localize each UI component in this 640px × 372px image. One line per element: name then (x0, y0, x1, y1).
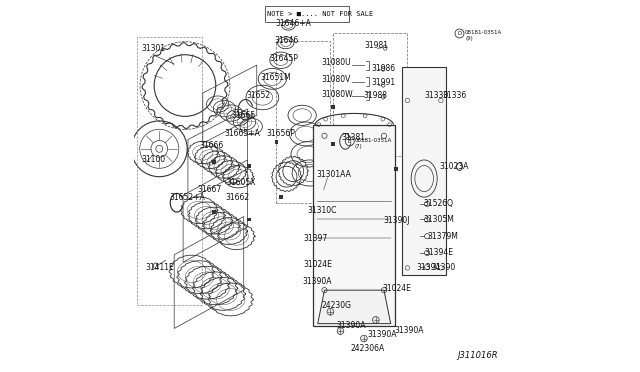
Text: 08181-0351A
(7): 08181-0351A (7) (355, 138, 392, 149)
Text: 31310C: 31310C (307, 206, 337, 215)
Text: 31390A: 31390A (394, 326, 424, 335)
Text: 31981: 31981 (365, 41, 388, 50)
Text: 31991: 31991 (371, 78, 395, 87)
Text: 31381: 31381 (342, 133, 365, 142)
Bar (279, 195, 283, 199)
Text: 31646+A: 31646+A (275, 19, 311, 28)
Bar (212, 210, 216, 214)
Text: 242306A: 242306A (351, 344, 385, 353)
Circle shape (337, 328, 344, 334)
Text: 31023A: 31023A (439, 162, 468, 171)
Text: 31646: 31646 (275, 36, 299, 45)
Text: D: D (458, 31, 461, 36)
Text: 31301AA: 31301AA (316, 170, 351, 179)
Text: 31379M: 31379M (428, 232, 459, 241)
Text: 31605X: 31605X (227, 178, 256, 187)
Bar (137, 37, 202, 305)
Bar (265, 6, 349, 22)
Text: NOTE > ■.... NOT FOR SALE: NOTE > ■.... NOT FOR SALE (267, 11, 373, 17)
Polygon shape (402, 67, 447, 275)
Circle shape (360, 335, 367, 342)
Bar (212, 160, 216, 164)
Bar (275, 140, 278, 144)
Bar (333, 33, 408, 156)
Text: B: B (348, 139, 351, 144)
Bar (394, 167, 397, 171)
Text: 31390J: 31390J (383, 216, 410, 225)
Text: 31652: 31652 (246, 92, 271, 100)
Bar (248, 218, 251, 221)
Text: 31667: 31667 (197, 185, 221, 194)
Text: 31080V: 31080V (322, 76, 351, 84)
Text: 31330: 31330 (424, 92, 449, 100)
Text: 31390A: 31390A (367, 330, 397, 339)
Text: 31411E: 31411E (145, 263, 174, 272)
Text: 08181-0351A
(9): 08181-0351A (9) (465, 30, 502, 41)
Text: J311016R: J311016R (458, 351, 499, 360)
Bar (276, 41, 330, 203)
Text: 31390: 31390 (431, 263, 456, 272)
Circle shape (327, 308, 334, 315)
Text: 31665+A: 31665+A (224, 129, 260, 138)
Bar (248, 164, 251, 168)
Text: 31390A: 31390A (303, 278, 332, 286)
Text: 31024E: 31024E (383, 284, 412, 293)
Text: 31526Q: 31526Q (424, 199, 453, 208)
Text: 31986: 31986 (371, 64, 395, 73)
Text: 31390A: 31390A (337, 321, 366, 330)
Text: 31666: 31666 (199, 141, 223, 150)
Text: 31301: 31301 (141, 44, 166, 53)
Polygon shape (314, 125, 395, 326)
Circle shape (372, 317, 379, 323)
Text: 31645P: 31645P (269, 54, 298, 63)
Text: 31656P: 31656P (266, 129, 295, 138)
Bar (331, 142, 335, 146)
Text: 31397: 31397 (303, 234, 328, 243)
Text: 31080W: 31080W (322, 90, 353, 99)
Text: 31394E: 31394E (425, 248, 454, 257)
Text: 31080U: 31080U (322, 58, 351, 67)
Text: 31652+A: 31652+A (170, 193, 205, 202)
Text: 31988: 31988 (364, 92, 388, 100)
Text: 31665: 31665 (232, 111, 256, 120)
Text: 31394: 31394 (416, 263, 440, 272)
Text: 31100: 31100 (141, 155, 166, 164)
Polygon shape (318, 290, 390, 324)
Text: 31305M: 31305M (424, 215, 454, 224)
Text: 31024E: 31024E (303, 260, 332, 269)
Text: 31336: 31336 (442, 92, 467, 100)
Text: 31662: 31662 (225, 193, 249, 202)
Text: 24230G: 24230G (322, 301, 352, 310)
Bar (331, 105, 335, 109)
Text: 31651M: 31651M (260, 73, 291, 82)
